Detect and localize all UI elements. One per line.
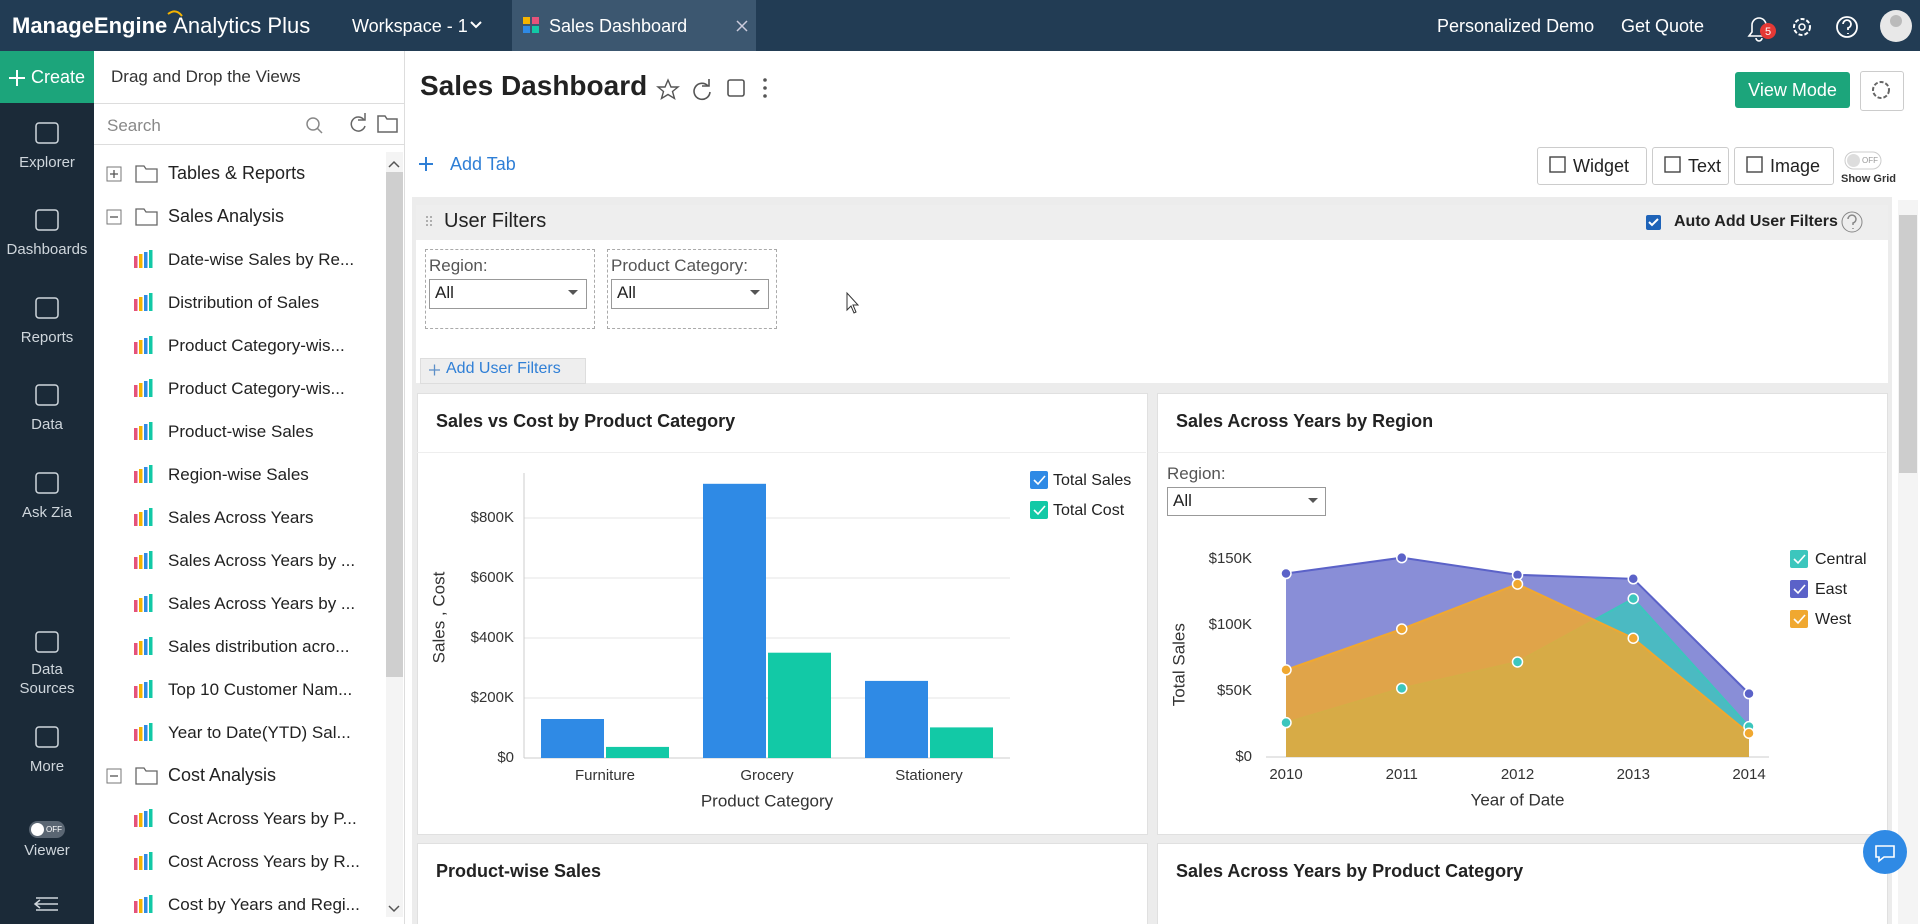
dashboard-settings[interactable] (1860, 71, 1904, 111)
add-filter-button[interactable] (420, 358, 586, 384)
filter-select[interactable] (611, 279, 769, 309)
workspace-menu[interactable]: Workspace - 1 (352, 16, 468, 36)
filter-box (425, 249, 595, 329)
tree-report-label[interactable]: Date-wise Sales by Re... (168, 250, 355, 269)
filter-label: Product Category: (611, 256, 749, 275)
search-rule (94, 144, 404, 145)
tree-report-label[interactable]: Sales distribution acro... (168, 637, 350, 656)
tree-report-label[interactable]: Product Category-wis... (168, 379, 345, 398)
save-icon (727, 79, 745, 97)
more-dot (763, 78, 767, 82)
widget-title: Sales Across Years by Product Category (1176, 861, 1524, 881)
more-dot (763, 86, 767, 90)
widget-filter-select[interactable] (1167, 487, 1326, 516)
page-scrollbar-thumb (1899, 215, 1917, 473)
tree-report-label[interactable]: Product Category-wis... (168, 336, 345, 355)
product-name: Analytics Plus (173, 13, 311, 38)
widget-filter-value: All (1173, 491, 1192, 510)
widget (1157, 843, 1888, 924)
tree-report-label[interactable]: Cost Across Years by P... (168, 809, 357, 828)
tool-label: Widget (1573, 156, 1630, 176)
dashboard-title: Sales Dashboard (420, 70, 648, 101)
reload-icon (693, 79, 711, 101)
filter-box (607, 249, 777, 329)
widget-filter-label: Region: (1167, 464, 1226, 483)
widget (417, 843, 1148, 924)
widget (1157, 393, 1888, 835)
widget-title: Product-wise Sales (436, 861, 602, 881)
tree-report-label[interactable]: Distribution of Sales (168, 293, 320, 312)
tree-report-label[interactable]: Sales Across Years by ... (168, 594, 356, 613)
nav-item[interactable]: More (29, 758, 65, 775)
nav-item[interactable]: Dashboards (6, 241, 88, 258)
widget-title-rule (417, 452, 1146, 453)
tab-title: Sales Dashboard (549, 16, 688, 36)
nav-item[interactable]: Data Sources (19, 661, 75, 697)
nav-item[interactable]: Ask Zia (21, 504, 72, 521)
tree-folder-label[interactable]: Sales Analysis (168, 206, 285, 226)
grid-toggle (1844, 151, 1882, 170)
create-label: Create (31, 67, 86, 87)
grid-knob (1847, 154, 1860, 167)
tool-label: Text (1688, 156, 1722, 176)
grid-label: Show Grid (1841, 173, 1896, 185)
top-bar (0, 0, 1920, 51)
user-filters-title: User Filters (444, 210, 547, 232)
widget-title: Sales vs Cost by Product Category (436, 411, 736, 431)
active-tab[interactable] (512, 0, 756, 51)
user-filters-header (416, 205, 1888, 240)
tree-folder-label[interactable]: Cost Analysis (168, 765, 277, 785)
grid-toggle-text: OFF (1862, 156, 1878, 165)
widget-title: Sales Across Years by Region (1176, 411, 1434, 431)
add-tab[interactable]: Add Tab (450, 154, 516, 174)
filter-label: Region: (429, 256, 488, 275)
header-link[interactable]: Get Quote (1621, 16, 1705, 36)
more-dot (763, 94, 767, 98)
tool-label: Image (1770, 156, 1821, 176)
nav-item[interactable]: Explorer (19, 154, 75, 171)
explorer-title: Drag and Drop the Views (111, 67, 301, 86)
tree-report-label[interactable]: Product-wise Sales (168, 422, 314, 441)
view-mode-button[interactable] (1735, 72, 1850, 108)
scrollbar-thumb (386, 172, 403, 677)
tree-report-label[interactable]: Sales Across Years by ... (168, 551, 356, 570)
auto-add-label[interactable]: Auto Add User Filters (1674, 213, 1838, 230)
star-icon (656, 78, 680, 101)
filter-value: All (435, 283, 454, 302)
view-mode-label: View Mode (1748, 80, 1837, 100)
nav-item[interactable]: Reports (20, 329, 74, 346)
filter-select[interactable] (429, 279, 587, 309)
nav-item[interactable]: Data (31, 416, 63, 433)
tree-report-label[interactable]: Region-wise Sales (168, 465, 309, 484)
tree-report-label[interactable]: Year to Date(YTD) Sal... (168, 723, 351, 742)
filter-value: All (617, 283, 636, 302)
add-tab-plus (419, 157, 433, 171)
header-link[interactable]: Personalized Demo (1437, 16, 1595, 36)
add-filter-label: Add User Filters (446, 360, 561, 377)
side-nav (0, 51, 94, 924)
tree-report-label[interactable]: Sales Across Years (168, 508, 314, 527)
brand: ManageEngine Analytics Plus (12, 13, 310, 39)
brand-name: ManageEngine (12, 13, 168, 38)
widget-title-rule (1157, 452, 1886, 453)
tree-report-label[interactable]: Cost by Years and Regi... (168, 895, 360, 914)
nav-item[interactable]: Viewer (24, 842, 70, 859)
tree-report-label[interactable]: Cost Across Years by R... (168, 852, 360, 871)
explorer-title-rule (94, 103, 404, 104)
tree-folder-label[interactable]: Tables & Reports (168, 163, 306, 183)
search-box[interactable]: Search (107, 116, 161, 135)
tree-report-label[interactable]: Top 10 Customer Nam... (168, 680, 353, 699)
widget (417, 393, 1148, 835)
